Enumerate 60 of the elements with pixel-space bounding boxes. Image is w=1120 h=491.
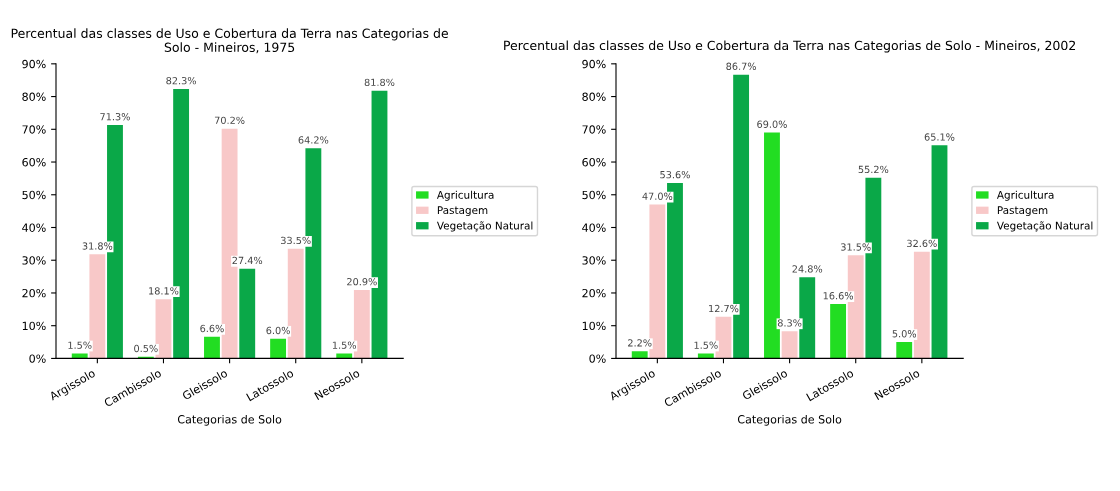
data-label: 31.5% [841, 243, 871, 251]
x-axis-title: Categorias de Solo [737, 414, 842, 426]
data-label: 71.3% [100, 113, 130, 121]
chart-title: Percentual das classes de Uso e Cobertura da Terra nas Categorias de Solo - Mineiros, 2002 [504, 40, 1076, 53]
y-tick-label: 60% [22, 158, 46, 167]
data-label: 64.2% [298, 136, 329, 144]
data-label: 1.5% [332, 341, 357, 349]
data-label: 86.7% [726, 62, 757, 70]
data-label: 6.0% [266, 326, 290, 335]
data-label: 47.0% [642, 192, 673, 200]
y-tick-label: 0% [589, 354, 606, 363]
data-label: 81.8% [364, 78, 395, 87]
data-label: 20.9% [347, 278, 377, 286]
y-tick-label: 10% [582, 321, 606, 331]
y-tick-label: 90% [582, 59, 606, 69]
data-label: 0.5% [134, 344, 158, 353]
y-tick-label: 70% [582, 125, 606, 134]
y-tick-label: 80% [22, 92, 46, 101]
data-label: 70.2% [214, 116, 245, 124]
data-label: 27.4% [232, 256, 263, 265]
data-label: 32.6% [907, 239, 937, 248]
data-label: 12.7% [709, 304, 739, 313]
data-label: 1.5% [68, 341, 92, 349]
y-tick-label: 60% [582, 158, 606, 167]
chart-title: Percentual das classes de Uso e Cobertura da Terra nas Categorias de Solo - Mineiros, 1975 [11, 28, 448, 54]
data-label: 8.3% [777, 319, 802, 327]
data-label: 5.0% [892, 330, 917, 338]
data-label: 24.8% [792, 265, 823, 273]
legend-label: Vegetação Natural [996, 221, 1093, 232]
y-tick-label: 70% [22, 125, 46, 134]
y-tick-label: 50% [22, 190, 46, 200]
y-tick-label: 30% [22, 256, 46, 265]
data-label: 33.5% [281, 236, 311, 245]
data-label: 2.2% [628, 339, 652, 347]
y-tick-label: 20% [22, 288, 46, 298]
y-tick-label: 80% [582, 92, 606, 101]
legend-label: Pastagem [997, 206, 1048, 217]
y-tick-label: 10% [22, 321, 46, 331]
x-axis-title: Categorias de Solo [177, 414, 282, 426]
data-label: 69.0% [757, 120, 787, 128]
data-label: 16.6% [823, 292, 853, 300]
data-label: 82.3% [166, 77, 197, 85]
y-tick-label: 0% [29, 354, 46, 363]
data-label: 65.1% [924, 133, 955, 141]
y-tick-label: 50% [582, 190, 606, 200]
data-label: 55.2% [858, 165, 889, 174]
legend-label: Vegetação Natural [436, 221, 533, 232]
y-tick-label: 40% [22, 223, 46, 232]
data-label: 1.5% [694, 341, 718, 349]
y-tick-label: 40% [582, 223, 606, 232]
legend-label: Agricultura [436, 190, 494, 201]
legend-label: Pastagem [437, 206, 488, 217]
y-tick-label: 30% [582, 256, 606, 265]
data-label: 53.6% [660, 170, 690, 179]
data-label: 31.8% [82, 242, 113, 250]
data-label: 6.6% [200, 324, 224, 333]
y-tick-label: 90% [22, 59, 46, 69]
legend-label: Agricultura [996, 190, 1054, 201]
y-tick-label: 20% [582, 288, 606, 298]
data-label: 18.1% [149, 287, 179, 295]
